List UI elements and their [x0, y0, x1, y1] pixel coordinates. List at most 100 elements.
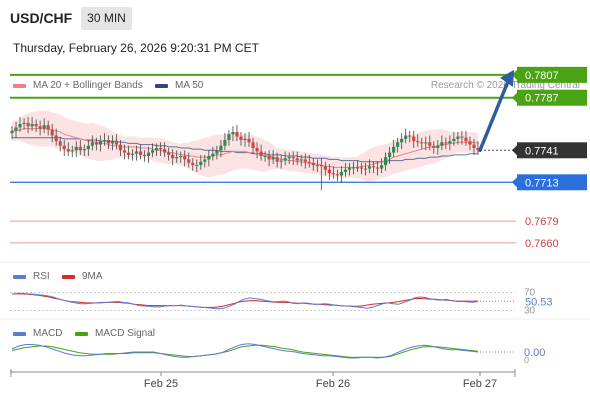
- candle-body: [203, 159, 207, 162]
- ma20-line: [12, 128, 479, 168]
- candle-body: [54, 135, 58, 142]
- legend-macd: MACD: [13, 328, 62, 339]
- macd-signal-line: [11, 344, 479, 358]
- candle-body: [392, 146, 396, 153]
- timeframe-button[interactable]: 30 MIN: [81, 7, 132, 30]
- candle-body: [388, 152, 392, 158]
- candle-body: [327, 169, 331, 174]
- level-label-0.7807: 0.7807: [525, 70, 559, 82]
- candle-body: [138, 151, 143, 155]
- candle-body: [339, 172, 344, 176]
- candle-body: [287, 157, 291, 159]
- candle-body: [118, 144, 123, 151]
- candle-body: [424, 142, 428, 144]
- candle-body: [359, 167, 364, 169]
- candle-body: [10, 130, 14, 134]
- macd-zero-label: 0: [524, 355, 529, 365]
- legend-ma50: MA 50: [155, 80, 203, 91]
- projection-arrow-head: [500, 69, 514, 87]
- level-label-0.7713: 0.7713: [525, 177, 559, 189]
- candle-body: [179, 156, 183, 158]
- candle-body: [191, 162, 195, 166]
- x-tick-label-feb-27: Feb 27: [463, 378, 497, 390]
- rsi-value-label: 50.53: [525, 296, 553, 308]
- candle-body: [384, 157, 388, 166]
- candle-body: [375, 167, 380, 169]
- candle-body: [18, 124, 22, 128]
- candle-body: [66, 149, 70, 152]
- instrument-symbol: USD/CHF: [10, 10, 73, 26]
- macd-line: [11, 343, 479, 359]
- candle-body: [223, 140, 227, 146]
- candle-body: [347, 167, 352, 170]
- candle-body: [159, 148, 163, 150]
- candle-body: [98, 141, 102, 145]
- candle-body: [195, 165, 199, 167]
- candle-body: [239, 136, 243, 140]
- level-label-0.7741: 0.7741: [525, 145, 559, 157]
- candle-body: [243, 138, 247, 140]
- x-tick-label-feb-26: Feb 26: [316, 378, 350, 390]
- candle-body: [255, 148, 259, 152]
- candle-body: [412, 136, 416, 142]
- candle-body: [62, 145, 66, 150]
- candle-body: [34, 124, 38, 127]
- candle-body: [355, 167, 360, 169]
- candle-body: [319, 165, 323, 167]
- legend-macd-signal: MACD Signal: [75, 328, 155, 339]
- legend-ma20: MA 20 + Bollinger Bands: [13, 80, 143, 91]
- level-label-0.7787: 0.7787: [525, 93, 559, 105]
- candle-body: [331, 173, 335, 175]
- candle-body: [167, 152, 171, 155]
- candle-body: [400, 138, 404, 143]
- candle-body: [78, 146, 82, 151]
- candle-body: [303, 159, 307, 162]
- candle-body: [295, 158, 299, 161]
- legend-rsi: RSI: [13, 271, 50, 282]
- candle-body: [74, 146, 78, 151]
- rsi-ma-swatch: [62, 274, 75, 279]
- candle-body: [235, 132, 239, 137]
- candle-body: [122, 150, 127, 153]
- candle-body: [444, 142, 448, 144]
- candle-body: [42, 125, 46, 129]
- macd-swatch: [13, 331, 26, 336]
- candle-body: [146, 152, 151, 156]
- candle-body: [367, 166, 372, 169]
- candle-body: [396, 142, 400, 147]
- candle-body: [291, 157, 295, 159]
- candle-body: [428, 142, 432, 146]
- candle-body: [408, 135, 412, 137]
- candle-body: [38, 126, 42, 129]
- level-label-0.7679: 0.7679: [525, 216, 559, 228]
- level-label-pointer: [512, 92, 517, 103]
- candle-body: [90, 142, 94, 146]
- rsi-swatch: [13, 274, 26, 279]
- ma20-legend-label: MA 20 + Bollinger Bands: [33, 80, 143, 91]
- candle-body: [207, 156, 211, 160]
- candle-body: [271, 157, 275, 160]
- candle-body: [114, 141, 119, 145]
- candle-body: [22, 122, 26, 124]
- candle-body: [311, 162, 315, 166]
- candle-body: [247, 138, 251, 143]
- rsi-level-label: 30: [524, 306, 536, 317]
- rsi-line: [11, 292, 479, 310]
- candle-body: [227, 134, 231, 140]
- candle-body: [82, 149, 86, 151]
- ma50-legend-label: MA 50: [175, 80, 204, 91]
- candle-body: [187, 159, 191, 163]
- candle-body: [199, 161, 203, 166]
- candle-body: [102, 140, 106, 142]
- candle-body: [363, 168, 368, 170]
- rsi-ma-line: [12, 293, 478, 308]
- projection-arrow-shaft: [478, 82, 509, 153]
- candle-body: [30, 124, 34, 127]
- candle-body: [404, 135, 408, 139]
- candle-body: [171, 154, 175, 159]
- candle-body: [215, 150, 219, 154]
- candle-body: [335, 174, 339, 176]
- level-label-pointer: [512, 145, 517, 156]
- candle-body: [452, 138, 456, 142]
